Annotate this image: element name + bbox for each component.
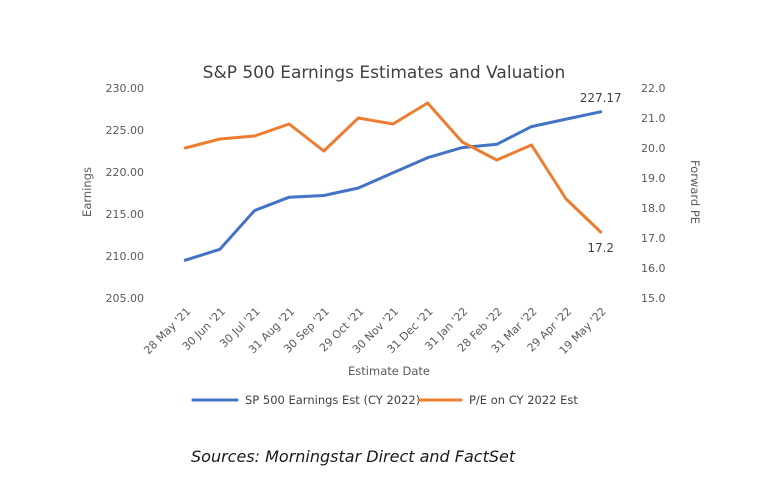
data-point <box>183 258 187 262</box>
y2-tick-label: 21.0 <box>641 112 666 125</box>
data-point <box>183 146 187 150</box>
data-point <box>322 194 326 197</box>
data-point <box>253 209 256 213</box>
series-line-2 <box>183 101 603 234</box>
data-point <box>460 140 464 144</box>
y-axis-title: Earnings <box>80 167 94 217</box>
data-point <box>287 122 291 126</box>
y2-tick-label: 19.0 <box>641 172 666 185</box>
data-point <box>287 195 291 199</box>
x-axis-title: Estimate Date <box>348 364 430 378</box>
data-point <box>495 158 499 162</box>
data-point <box>356 186 360 190</box>
data-point <box>218 137 222 141</box>
data-point <box>530 143 533 147</box>
data-point <box>599 110 603 114</box>
data-point <box>426 101 430 105</box>
y2-tick-label: 16.0 <box>641 262 666 275</box>
y2-tick-label: 15.0 <box>641 292 666 305</box>
end-value-label: 227.17 <box>580 91 622 105</box>
data-point <box>599 230 603 234</box>
y2-axis-title: Forward PE <box>688 160 702 224</box>
y2-tick-label: 17.0 <box>641 232 666 245</box>
y2-tick-label: 20.0 <box>641 142 666 155</box>
chart-svg: S&P 500 Earnings Estimates and Valuation… <box>80 63 702 407</box>
data-point <box>391 171 395 175</box>
y-axis-right: 15.0 16.0 17.0 18.0 19.0 20.0 21.0 22.0 <box>641 82 666 305</box>
y-tick-label: 215.00 <box>106 208 145 221</box>
y2-tick-label: 18.0 <box>641 202 666 215</box>
y-tick-label: 205.00 <box>106 292 145 305</box>
plot-area: 227.17 17.2 <box>183 91 622 262</box>
data-point <box>564 197 568 201</box>
data-point <box>356 116 360 120</box>
legend-label: SP 500 Earnings Est (CY 2022) <box>245 393 420 407</box>
data-point <box>495 142 499 146</box>
data-point <box>564 117 568 121</box>
legend: SP 500 Earnings Est (CY 2022) P/E on CY 2… <box>191 393 578 407</box>
chart-title: S&P 500 Earnings Estimates and Valuation <box>203 63 566 83</box>
source-note: Sources: Morningstar Direct and FactSet <box>191 447 516 466</box>
data-point <box>391 122 395 126</box>
y2-tick-label: 22.0 <box>641 82 666 95</box>
data-point <box>253 134 256 138</box>
y-tick-label: 230.00 <box>106 82 145 95</box>
y-axis-left: 205.00 210.00 215.00 220.00 225.00 230.00 <box>106 82 145 305</box>
y-tick-label: 220.00 <box>106 166 145 179</box>
data-point <box>218 247 222 251</box>
y-tick-label: 210.00 <box>106 250 145 263</box>
legend-label: P/E on CY 2022 Est <box>469 393 578 407</box>
end-value-label: 17.2 <box>587 241 614 255</box>
data-point <box>530 125 533 129</box>
series-line-1 <box>183 110 603 262</box>
data-point <box>426 156 430 160</box>
data-point <box>322 149 326 153</box>
data-point <box>460 146 464 150</box>
y-tick-label: 225.00 <box>106 124 145 137</box>
